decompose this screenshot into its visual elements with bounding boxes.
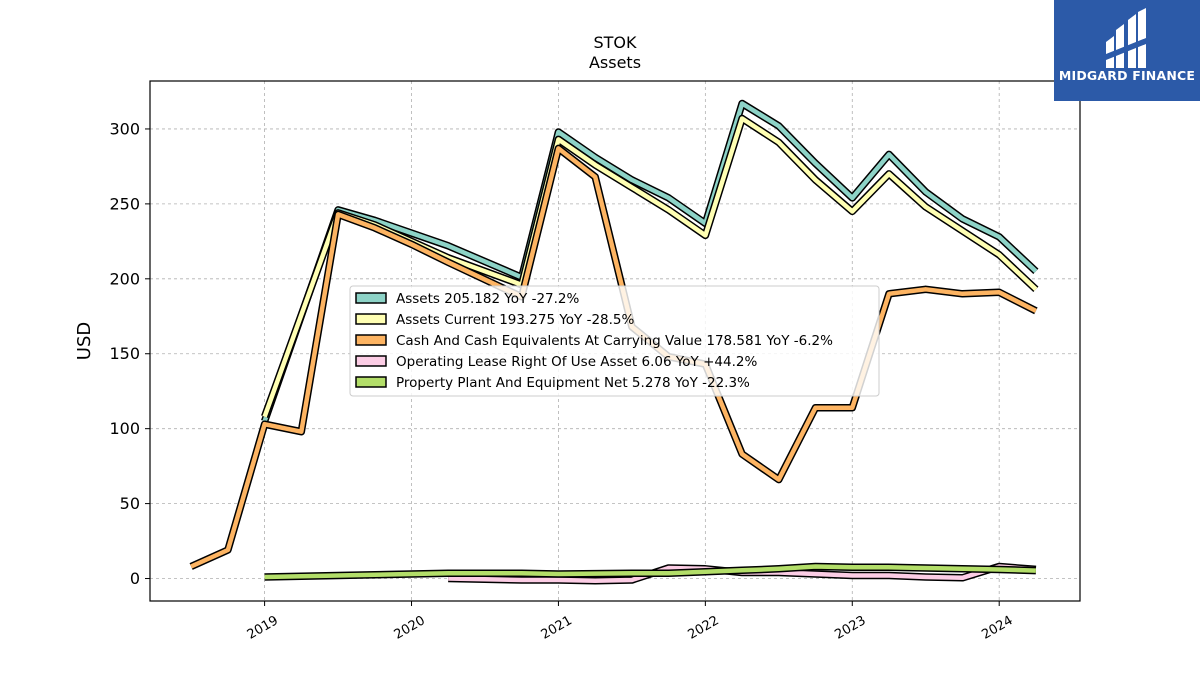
legend-entry: Cash And Cash Equivalents At Carrying Va… xyxy=(396,333,833,349)
y-tick-label: 150 xyxy=(109,344,140,363)
legend: Assets 205.182 YoY -27.2% Assets Current … xyxy=(349,285,880,397)
axes: 0 50 100 150 200 250 300 2019 2020 2021 2022 2023 20… xyxy=(109,119,1015,642)
brand-logo: MIDGARD FINANCE xyxy=(1054,0,1200,101)
y-tick-label: 250 xyxy=(109,194,140,213)
legend-entry: Operating Lease Right Of Use Asset 6.06 … xyxy=(396,354,757,370)
x-tick-label: 2023 xyxy=(832,613,868,643)
y-tick-label: 200 xyxy=(109,269,140,288)
x-tick-label: 2024 xyxy=(979,613,1015,643)
legend-entry: Assets 205.182 YoY -27.2% xyxy=(396,291,580,307)
legend-swatch xyxy=(355,355,387,367)
x-tick-label: 2020 xyxy=(392,613,428,643)
midgard-logo-icon xyxy=(1106,8,1146,68)
chart-subtitle: Assets xyxy=(589,53,641,72)
x-tick-label: 2022 xyxy=(686,613,722,643)
series-line-2 xyxy=(261,114,1039,418)
y-axis-label: USD xyxy=(74,322,95,360)
y-tick-label: 50 xyxy=(120,494,140,513)
brand-name: MIDGARD FINANCE xyxy=(1058,68,1196,83)
legend-entry: Assets Current 193.275 YoY -28.5% xyxy=(396,312,635,328)
y-tick-label: 0 xyxy=(130,569,140,588)
plot-area-frame xyxy=(149,80,1081,602)
series-stroke xyxy=(262,116,1038,418)
legend-swatch xyxy=(355,313,387,325)
chart-title: STOK xyxy=(593,33,637,52)
legend-swatch xyxy=(355,334,387,346)
series-stroke xyxy=(264,564,1036,580)
series-line-5 xyxy=(264,562,1037,581)
x-tick-label: 2021 xyxy=(539,613,575,643)
y-tick-label: 100 xyxy=(109,419,140,438)
legend-entry: Property Plant And Equipment Net 5.278 Y… xyxy=(396,375,750,391)
legend-swatch xyxy=(355,376,387,388)
y-tick-label: 300 xyxy=(109,119,140,138)
series-layer xyxy=(189,99,1039,585)
legend-box xyxy=(349,285,880,397)
legend-swatch xyxy=(355,292,387,304)
x-tick-label: 2019 xyxy=(245,613,281,643)
